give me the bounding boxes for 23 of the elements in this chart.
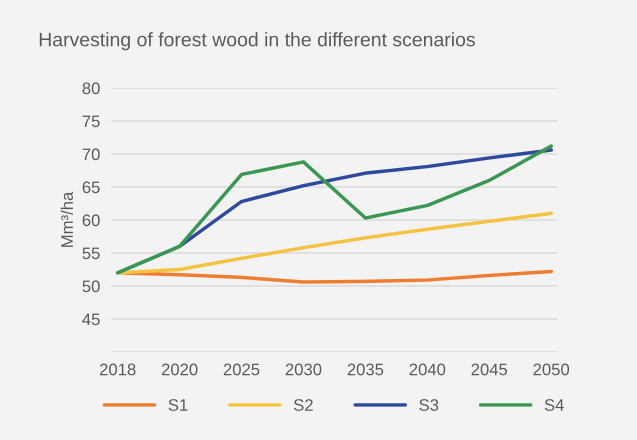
x-tick-label: 2035: [348, 364, 384, 376]
x-tick-label: 2045: [472, 364, 508, 376]
y-tick-label: 70: [82, 148, 100, 160]
legend-label: S4: [544, 399, 564, 411]
y-tick-label: 80: [82, 82, 100, 94]
y-tick-label: 55: [82, 248, 100, 260]
legend-label: S1: [168, 399, 188, 411]
x-tick-label: 2018: [100, 364, 136, 376]
x-tick-label: 2025: [224, 364, 260, 376]
y-axis-title: Mm³/ha: [60, 192, 73, 247]
x-tick-label: 2030: [286, 364, 322, 376]
line-series: [116, 212, 553, 275]
y-tick-label: 50: [82, 280, 100, 292]
y-tick-label: 75: [82, 116, 100, 128]
legend-label: S2: [294, 399, 313, 411]
x-tick-label: 2050: [533, 364, 570, 376]
y-tick-label: 60: [82, 214, 100, 226]
x-tick-label: 2020: [162, 364, 198, 376]
chart-title: Harvesting of forest wood in the different scenarios: [40, 32, 475, 50]
x-tick-label: 2040: [410, 364, 446, 376]
y-tick-label: 65: [82, 181, 100, 194]
y-tick-label: 45: [82, 314, 100, 326]
legend-label: S3: [419, 399, 438, 411]
